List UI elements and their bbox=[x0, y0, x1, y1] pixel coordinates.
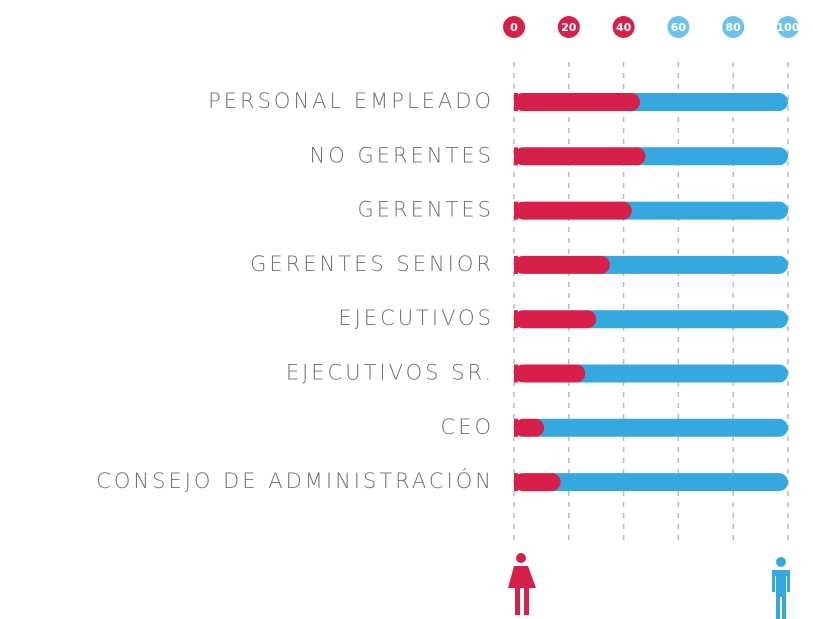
bar-edge bbox=[514, 255, 518, 274]
man-icon bbox=[772, 557, 790, 619]
category-label: CEO bbox=[441, 415, 494, 439]
category-label: EJECUTIVOS SR. bbox=[286, 361, 494, 385]
category-label: NO GERENTES bbox=[310, 143, 494, 167]
category-label: CONSEJO DE ADMINISTRACIÓN bbox=[96, 468, 494, 493]
x-tick-badge bbox=[612, 16, 635, 38]
x-tick-label: 100 bbox=[777, 21, 800, 34]
bar-segment bbox=[622, 93, 788, 111]
bar-segment bbox=[514, 473, 561, 492]
bar-segment bbox=[613, 201, 788, 220]
bar-segment bbox=[514, 310, 597, 329]
bar-edge bbox=[514, 93, 518, 111]
bar-segment bbox=[567, 364, 788, 383]
bar-segment bbox=[514, 255, 610, 274]
bar-edge bbox=[514, 418, 518, 437]
x-tick-badge bbox=[557, 16, 580, 38]
bar-segment bbox=[514, 364, 586, 383]
bar-segment bbox=[578, 310, 788, 329]
bar-segment bbox=[514, 201, 632, 220]
bar-segment bbox=[514, 93, 641, 111]
x-tick-label: 20 bbox=[561, 21, 577, 34]
bar-segment bbox=[542, 473, 788, 492]
x-tick-label: 0 bbox=[510, 21, 518, 34]
x-tick-badge bbox=[667, 16, 690, 38]
x-tick-badge bbox=[503, 16, 525, 38]
x-tick-label: 80 bbox=[726, 21, 742, 34]
x-tick-badge bbox=[722, 16, 745, 38]
bar-edge bbox=[514, 473, 518, 492]
bar-segment bbox=[627, 147, 788, 166]
bar-segment bbox=[591, 255, 788, 274]
bar-segment bbox=[514, 147, 646, 166]
x-tick-label: 60 bbox=[671, 21, 687, 34]
bar-segment bbox=[514, 418, 545, 437]
category-label: PERSONAL EMPLEADO bbox=[208, 89, 494, 113]
woman-icon bbox=[508, 553, 536, 615]
bar-edge bbox=[514, 310, 518, 329]
bar-edge bbox=[514, 364, 518, 383]
bar-segment bbox=[526, 418, 788, 437]
bar-edge bbox=[514, 147, 518, 166]
category-label: EJECUTIVOS bbox=[338, 306, 494, 330]
category-label: GERENTES SENIOR bbox=[250, 252, 494, 276]
category-label: GERENTES bbox=[357, 198, 494, 222]
bar-edge bbox=[514, 201, 518, 220]
x-tick-label: 40 bbox=[616, 21, 632, 34]
x-tick-badge bbox=[777, 16, 799, 38]
